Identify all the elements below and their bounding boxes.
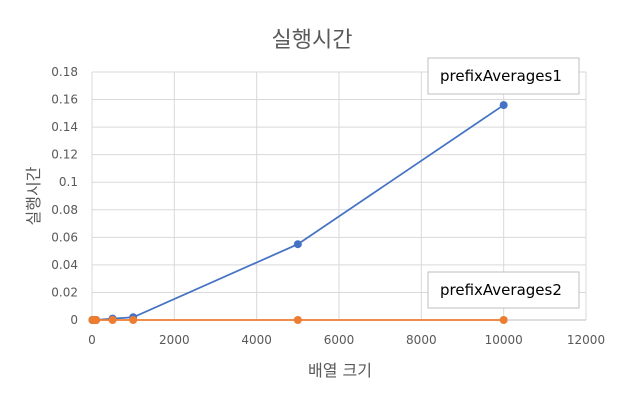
data-point — [108, 316, 117, 324]
series-prefixAverages2 — [88, 316, 508, 324]
x-tick-label: 8000 — [406, 333, 437, 347]
x-axis-label: 배열 크기 — [308, 361, 372, 380]
y-axis-label: 실행시간 — [24, 166, 43, 225]
y-tick-label: 0.1 — [59, 175, 78, 189]
y-tick-label: 0.06 — [51, 230, 78, 244]
series-group — [88, 101, 508, 324]
x-tick-label: 6000 — [324, 333, 355, 347]
series-label: prefixAverages2 — [440, 281, 562, 299]
x-tick-labels: 0 2000 4000 6000 8000 10000 12000 — [88, 333, 605, 347]
y-tick-label: 0.12 — [51, 148, 78, 162]
y-tick-label: 0.18 — [51, 65, 78, 79]
y-tick-label: 0.04 — [51, 258, 78, 272]
x-tick-label: 4000 — [241, 333, 272, 347]
x-tick-label: 12000 — [567, 333, 605, 347]
data-point — [499, 101, 508, 110]
x-tick-label: 10000 — [485, 333, 523, 347]
y-tick-label: 0 — [70, 313, 78, 327]
y-tick-label: 0.14 — [51, 120, 78, 134]
chart-title: 실행시간 — [272, 28, 353, 53]
x-tick-label: 2000 — [159, 333, 190, 347]
series-callouts: prefixAverages1 prefixAverages2 — [427, 57, 580, 309]
y-tick-labels: 0 0.02 0.04 0.06 0.08 0.1 0.12 0.14 0.16 0.18 — [51, 65, 78, 327]
x-tick-label: 0 — [88, 333, 96, 347]
data-point — [293, 240, 302, 249]
data-point — [129, 316, 138, 324]
data-point — [92, 316, 101, 324]
callout-box — [427, 57, 580, 95]
y-tick-label: 0.02 — [51, 285, 78, 299]
data-point — [499, 316, 508, 324]
data-point — [293, 316, 302, 324]
y-tick-label: 0.08 — [51, 203, 78, 217]
callout-box — [427, 271, 580, 309]
y-tick-label: 0.16 — [51, 93, 78, 107]
series-label: prefixAverages1 — [440, 67, 562, 85]
grid — [91, 71, 587, 321]
